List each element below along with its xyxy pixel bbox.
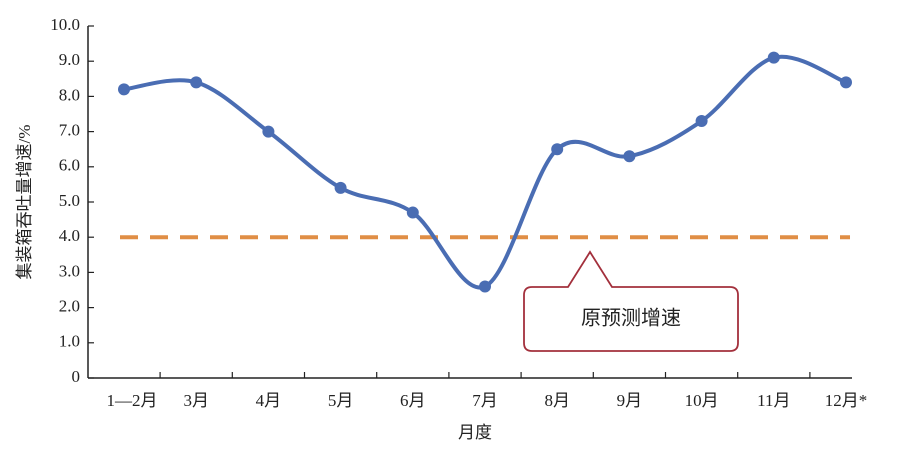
x-tick-label: 10月: [685, 391, 719, 410]
data-point: [623, 150, 636, 163]
data-point: [262, 125, 275, 138]
y-tick-label: 1.0: [59, 332, 80, 351]
y-tick-label: 8.0: [59, 85, 80, 104]
x-tick-label: 5月: [328, 391, 354, 410]
data-point: [695, 115, 708, 128]
y-tick-label: 6.0: [59, 156, 80, 175]
x-axis-label: 月度: [458, 423, 492, 442]
x-tick-label: 8月: [544, 391, 570, 410]
data-point: [334, 181, 347, 194]
x-tick-label: 12月*: [825, 391, 868, 410]
data-point: [406, 206, 419, 219]
data-point: [551, 143, 564, 156]
x-tick-label: 11月: [757, 391, 790, 410]
data-point: [767, 51, 780, 64]
y-tick-label: 9.0: [59, 50, 80, 69]
x-tick-label: 7月: [472, 391, 498, 410]
x-tick-label: 3月: [183, 391, 209, 410]
series-line: [123, 54, 847, 290]
callout-box: [523, 250, 739, 352]
y-tick-label: 2.0: [59, 297, 80, 316]
y-tick-label: 0: [72, 367, 81, 386]
data-point: [479, 280, 491, 293]
x-tick-label: 6月: [400, 391, 426, 410]
data-point: [840, 76, 852, 89]
y-tick-label: 3.0: [59, 261, 80, 280]
x-tick-label: 4月: [256, 391, 282, 410]
y-tick-label: 4.0: [59, 226, 80, 245]
y-axis-label: 集装箱吞吐量增速/%: [15, 125, 34, 280]
data-point: [190, 76, 203, 89]
y-tick-label: 10.0: [50, 15, 80, 34]
x-tick-label: 9月: [617, 391, 643, 410]
x-tick-label: 1—2月: [107, 391, 158, 410]
y-tick-label: 5.0: [59, 191, 80, 210]
data-point: [118, 83, 130, 96]
y-tick-label: 7.0: [59, 121, 80, 140]
callout-label: 原预测增速: [581, 307, 681, 330]
